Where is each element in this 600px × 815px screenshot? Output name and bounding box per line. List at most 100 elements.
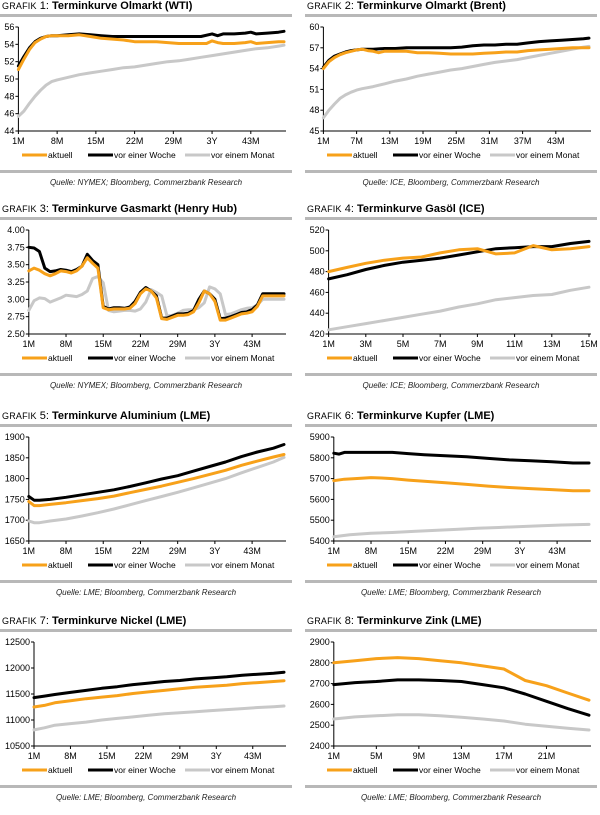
series-line-monat	[27, 455, 286, 525]
series-line-aktuell	[32, 679, 286, 709]
y-tick-label: 520	[310, 225, 325, 235]
chart-title-text: Terminkurve Olmarkt (Brent)	[357, 0, 506, 12]
title-rule	[0, 14, 292, 17]
title-rule	[305, 217, 597, 220]
x-tick-label: 43M	[243, 339, 261, 349]
x-tick-label: 7M	[350, 136, 363, 146]
series-line-aktuell	[327, 244, 591, 274]
chart-source: Quelle: LME; Bloomberg, Commerzbank Rese…	[360, 588, 542, 597]
chart-title-text: Terminkurve Kupfer (LME)	[357, 410, 495, 422]
x-tick-label: 11M	[506, 339, 523, 349]
legend-label-monat: vor einem Monat	[516, 560, 580, 570]
chart-number: 2:	[341, 0, 358, 12]
y-tick-label: 1900	[5, 432, 25, 442]
x-tick-label: 8M	[64, 751, 77, 761]
footer-rule	[305, 170, 597, 173]
footer-rule	[0, 785, 292, 788]
x-tick-label: 1M	[322, 339, 335, 349]
x-tick-label: 15M	[399, 546, 417, 556]
x-tick-label: 15M	[94, 339, 112, 349]
legend-label-woche: vor einer Woche	[114, 353, 176, 363]
x-tick-label: 43M	[242, 136, 260, 146]
y-tick-label: 3.00	[7, 294, 25, 304]
x-tick-label: 3Y	[514, 546, 525, 556]
y-tick-label: 500	[310, 246, 325, 256]
series-line-woche	[32, 670, 286, 700]
y-tick-label: 60	[309, 22, 319, 32]
legend: aktuell vor einer Woche vor einem Monat	[22, 150, 275, 160]
x-tick-label: 8M	[365, 546, 378, 556]
footer-rule	[0, 170, 292, 173]
y-tick-label: 440	[310, 308, 325, 318]
chart-svg: 5400 5500 5600 5700 5800 5900 1M 8M 15M 22M 29M 3Y 4…	[310, 432, 591, 570]
x-tick-label: 8M	[60, 546, 73, 556]
legend-label-monat: vor einem Monat	[211, 353, 275, 363]
x-tick-label: 29M	[169, 339, 187, 349]
y-tick-label: 2.75	[7, 312, 25, 322]
y-tick-label: 44	[4, 126, 14, 136]
y-tick-label: 12500	[5, 637, 30, 647]
chart-panel-aluminium: GRAFIK 5: Terminkurve Aluminium (LME) Que…	[0, 410, 300, 610]
chart-title: GRAFIK 4: Terminkurve Gasöl (ICE)	[307, 203, 485, 215]
x-tick-label: 15M	[580, 339, 598, 349]
y-tick-label: 54	[309, 64, 319, 74]
series-line-woche	[332, 678, 591, 717]
legend: aktuell vor einer Woche vor einem Monat	[327, 353, 580, 363]
legend-label-aktuell: aktuell	[48, 765, 73, 775]
x-tick-label: 15M	[98, 751, 116, 761]
chart-title: GRAFIK 5: Terminkurve Aluminium (LME)	[2, 410, 210, 422]
x-tick-label: 3Y	[207, 136, 218, 146]
chart-title-text: Terminkurve Gasöl (ICE)	[357, 203, 485, 215]
x-tick-label: 8M	[60, 339, 73, 349]
x-tick-label: 1M	[12, 136, 25, 146]
y-tick-label: 45	[309, 126, 319, 136]
y-tick-label: 2700	[310, 679, 330, 689]
x-tick-label: 19M	[414, 136, 432, 146]
series-line-monat	[332, 713, 591, 732]
chart-title: GRAFIK 7: Terminkurve Nickel (LME)	[2, 615, 186, 627]
legend-label-woche: vor einer Woche	[419, 353, 481, 363]
x-tick-label: 9M	[413, 751, 426, 761]
series-line-monat	[32, 704, 286, 732]
x-tick-label: 5M	[370, 751, 383, 761]
x-tick-label: 1M	[328, 546, 341, 556]
x-tick-label: 22M	[126, 136, 144, 146]
y-tick-label: 5800	[310, 453, 330, 463]
y-tick-label: 57	[309, 43, 319, 53]
chart-panel-brent: GRAFIK 2: Terminkurve Olmarkt (Brent) Que…	[305, 0, 600, 200]
chart-svg: 2.50 2.75 3.00 3.25 3.50 3.75 4.00 1M 8M 15M 22M 29…	[7, 225, 286, 363]
y-tick-label: 5600	[310, 494, 330, 504]
x-tick-label: 1M	[23, 546, 36, 556]
legend-label-aktuell: aktuell	[353, 150, 378, 160]
x-tick-label: 1M	[28, 751, 41, 761]
y-tick-label: 2.50	[7, 329, 25, 339]
chart-number: 4:	[341, 203, 358, 215]
chart-source: Quelle: ICE, Bloomberg, Commerzbank Rese…	[362, 178, 540, 187]
x-tick-label: 37M	[514, 136, 532, 146]
y-tick-label: 1650	[5, 536, 25, 546]
legend-label-monat: vor einem Monat	[211, 765, 275, 775]
legend: aktuell vor einer Woche vor einem Monat	[327, 560, 580, 570]
legend-label-aktuell: aktuell	[353, 560, 378, 570]
y-tick-label: 4.00	[7, 225, 25, 235]
chart-svg: 1650 1700 1750 1800 1850 1900 1M 8M 15M 22M 29M 3Y 4…	[5, 432, 286, 570]
x-tick-label: 13M	[543, 339, 561, 349]
x-tick-label: 1M	[328, 751, 341, 761]
y-tick-label: 460	[310, 287, 325, 297]
x-tick-label: 43M	[548, 546, 566, 556]
x-tick-label: 22M	[437, 546, 455, 556]
y-tick-label: 2600	[310, 699, 330, 709]
series-line-woche	[332, 450, 591, 465]
legend-label-aktuell: aktuell	[353, 765, 378, 775]
y-tick-label: 56	[4, 22, 14, 32]
x-tick-label: 15M	[94, 546, 112, 556]
x-tick-label: 43M	[243, 546, 261, 556]
legend: aktuell vor einer Woche vor einem Monat	[22, 560, 275, 570]
x-tick-label: 29M	[165, 136, 183, 146]
y-tick-label: 1700	[5, 515, 25, 525]
title-rule	[305, 629, 597, 632]
legend-label-monat: vor einem Monat	[516, 765, 580, 775]
y-tick-label: 12000	[5, 663, 30, 673]
series-line-aktuell	[27, 453, 286, 508]
y-tick-label: 3.50	[7, 260, 25, 270]
